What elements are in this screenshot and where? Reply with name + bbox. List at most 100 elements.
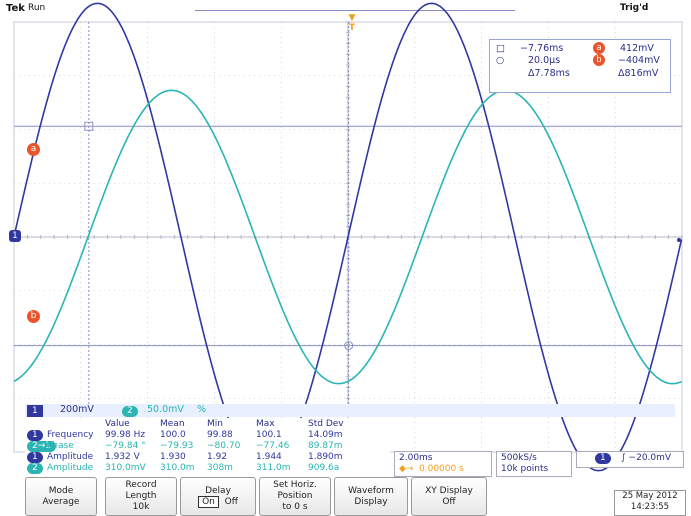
ch2-scale-badge[interactable]: 2 [122, 405, 138, 417]
measurement-cell: 308m [207, 463, 233, 473]
measurement-cell: 14.09m [308, 430, 343, 440]
measurement-row: 1 Frequency 99.98 Hz 100.0 99.88 100.1 14.09m [25, 430, 390, 441]
time-scale: 2.00ms [399, 453, 433, 463]
measurement-cell: 99.98 Hz [105, 430, 146, 440]
ch2-suffix: % [197, 404, 207, 415]
cursor-a-badge: a [593, 42, 605, 54]
cursor-b-marker[interactable]: b [27, 310, 40, 323]
timebase-info: 2.00ms ◆→ 0.00000 s [394, 451, 492, 477]
measurement-cell: 311.0m [256, 463, 291, 473]
delay-on-option[interactable]: On [198, 495, 219, 508]
measurement-cell: 909.6a [308, 463, 340, 473]
date-time: 25 May 2012 14:23:55 [614, 490, 686, 516]
acquisition-info: 500kS/s 10k points [496, 451, 572, 477]
cursor-readout-row2-left: 20.0µs [528, 55, 561, 66]
measurement-cell: 310.0m [160, 463, 195, 473]
cursor-readout-delta-time: Δ7.78ms [528, 68, 570, 79]
mode-label: Mode [48, 485, 74, 496]
ch2-waveform [13, 89, 682, 385]
record-label: Record [125, 480, 157, 490]
brand-logo: Tek [6, 3, 25, 14]
cursor-lines[interactable] [14, 22, 682, 452]
cursor-b-intersection [344, 341, 354, 351]
measurement-cell: 1.930 [160, 452, 186, 462]
horiz-label2: Position [277, 491, 313, 501]
trigger-level: ∫ −20.0mV [621, 453, 672, 463]
xy-display-softkey[interactable]: XY Display Off [411, 477, 487, 516]
meas-header-max: Max [256, 419, 275, 429]
xy-label: XY Display [425, 485, 473, 496]
channel-status-row: 1 200mV 2 50.0mV % [25, 404, 675, 417]
meas-header-mean: Mean [160, 419, 185, 429]
measurement-label: Amplitude [47, 463, 94, 473]
measurement-cell: 99.88 [207, 430, 233, 440]
delay-label: Delay [205, 485, 231, 496]
measurement-cell: 1.932 V [105, 452, 140, 462]
xy-value: Off [442, 496, 456, 507]
waveform-label: Waveform [348, 485, 394, 496]
measurement-label: Frequency [47, 430, 94, 440]
top-status-bar: Tek Run Trig'd [0, 0, 691, 24]
measurement-row: 1 Amplitude 1.932 V 1.930 1.92 1.944 1.890m [25, 452, 390, 463]
ch1-badge-label: 1 [27, 406, 43, 417]
measurement-cell: 100.0 [160, 430, 186, 440]
record-length-softkey[interactable]: Record Length 10k [105, 477, 177, 516]
meas-header-stddev: Std Dev [308, 419, 344, 429]
delay-off-option[interactable]: Off [224, 496, 238, 507]
marker-group [84, 121, 681, 351]
cursor-a-square-icon: □ [496, 43, 505, 54]
set-horiz-position-softkey[interactable]: Set Horiz. Position to 0 s [259, 477, 331, 516]
record-value: 10k [132, 502, 150, 512]
trigger-info: 1 ∫ −20.0mV [576, 451, 684, 468]
trigger-marker-label: T [348, 23, 356, 33]
ch1-scale: 200mV [60, 404, 94, 415]
ch2-badge-label: 2 [122, 406, 138, 417]
measurement-channel-badge: 1 [27, 430, 43, 441]
measurement-cell: −80.70 [207, 441, 241, 451]
cursor-b-label: b [30, 311, 37, 321]
measurement-row: 2→1 Phase −79.84 ° −79.93 −80.70 −77.46 89.87m [25, 441, 390, 452]
waveform-value: Display [354, 496, 388, 507]
cursor-b-circle-icon: ○ [496, 55, 505, 66]
meas-header-value: Value [105, 419, 130, 429]
delay-softkey[interactable]: Delay On Off [180, 477, 256, 516]
ch1-waveform [13, 2, 683, 472]
measurement-cell: −79.93 [160, 441, 194, 451]
trigger-position-marker[interactable]: ▼ T [348, 13, 356, 33]
measurement-channel-badge: 2→1 [27, 441, 56, 452]
measurement-cell: 1.890m [308, 452, 343, 462]
date: 25 May 2012 [622, 491, 678, 501]
cursor-a-label: a [30, 144, 37, 154]
waveform-display-softkey[interactable]: Waveform Display [334, 477, 408, 516]
ch2-scale: 50.0mV [147, 404, 184, 415]
measurement-cell: −79.84 ° [105, 441, 146, 451]
ch1-marker-label: 1 [12, 231, 18, 241]
measurement-label: Phase [47, 441, 74, 451]
measurement-cell: 310.0mV [105, 463, 146, 473]
cursor-readout-row1-left: −7.76ms [520, 43, 564, 54]
measurement-row: 2 Amplitude 310.0mV 310.0m 308m 311.0m 909.6a [25, 463, 390, 474]
cursor-readout: □ −7.76ms a 412mV ○ 20.0µs b −404mV Δ7.7… [489, 39, 671, 93]
time: 14:23:55 [630, 502, 670, 512]
measurement-cell: −77.46 [256, 441, 290, 451]
ch1-ground-marker[interactable]: 1 [9, 230, 21, 242]
trigger-source-badge: 1 [595, 453, 611, 464]
cursor-a-marker[interactable]: a [27, 143, 40, 156]
sample-rate: 500kS/s [501, 453, 537, 463]
record-label2: Length [125, 491, 157, 501]
meas-header-min: Min [207, 419, 223, 429]
record-points: 10k points [501, 464, 549, 474]
cursor-readout-row1-right: 412mV [620, 43, 654, 54]
horiz-label: Set Horiz. [273, 480, 317, 490]
time-position: 0.00000 s [419, 464, 464, 474]
cursor-a-intersection [84, 121, 94, 131]
measurement-table: Value Mean Min Max Std Dev 1 Frequency 99.… [25, 418, 390, 478]
measurement-cell: 89.87m [308, 441, 343, 451]
measurement-channel-badge: 2 [27, 463, 43, 474]
ch1-scale-badge[interactable]: 1 [27, 405, 43, 417]
mode-value: Average [42, 496, 80, 507]
mode-softkey[interactable]: Mode Average [25, 477, 97, 516]
trigger-level-marker [677, 238, 681, 242]
measurement-cell: 1.944 [256, 452, 282, 462]
